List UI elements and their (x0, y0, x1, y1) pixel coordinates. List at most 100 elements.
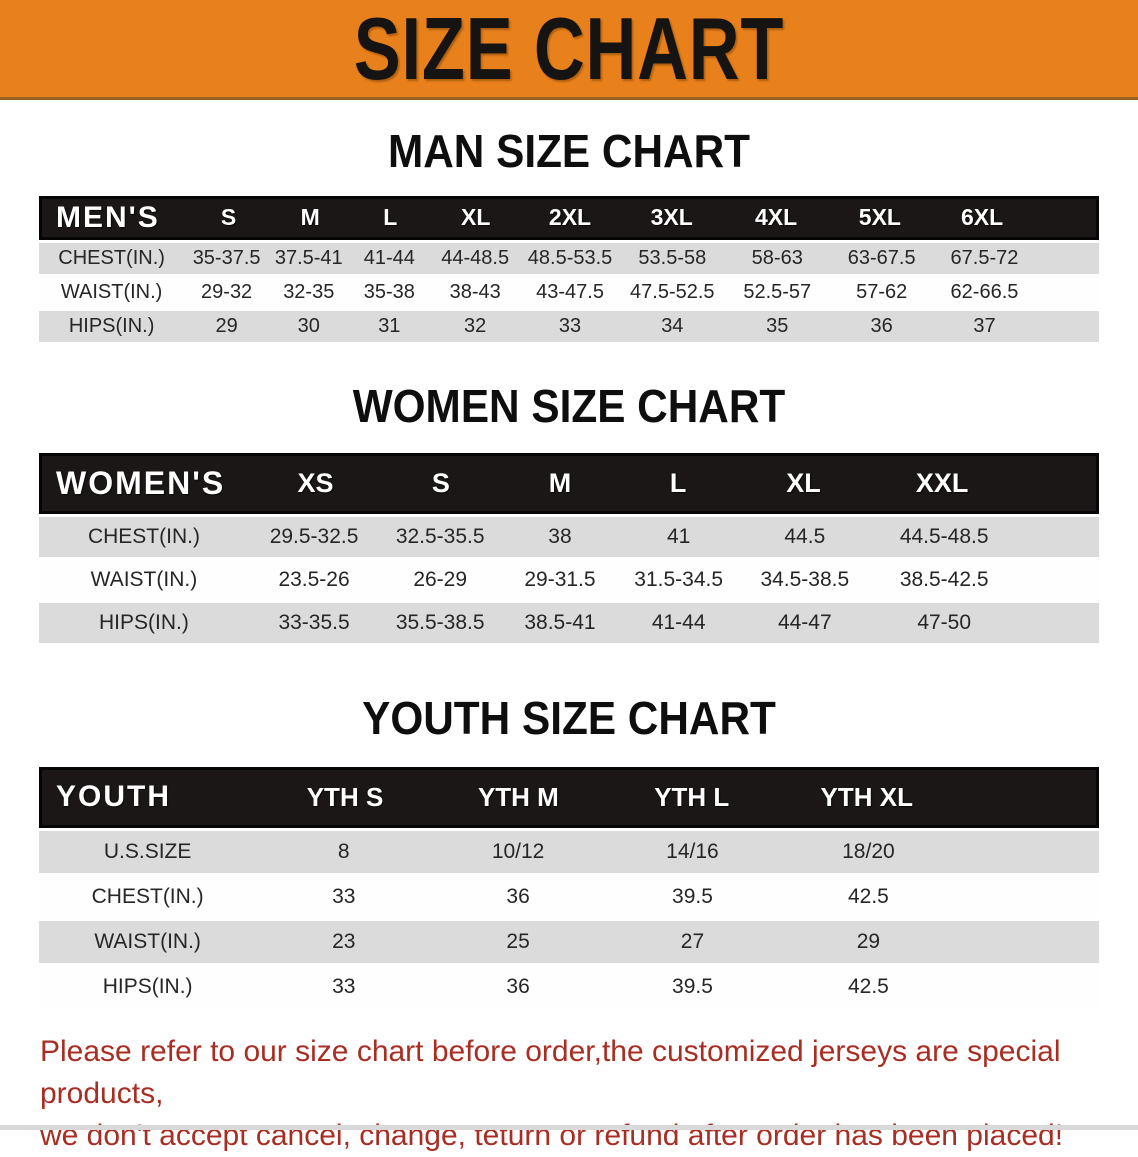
size-value-cell: 58-63 (751, 246, 803, 269)
size-value-cell: 31.5-34.5 (634, 568, 724, 592)
womens-size-table: WOMEN'S XS S M L XL XXL CHEST(IN.) 29.5-32.5 32.… (39, 453, 1099, 644)
mens-header-row: MEN'S S M L XL 2XL 3XL 4XL 5XL 6XL (39, 195, 1099, 240)
size-value-cell: 48.5-53.5 (527, 246, 613, 269)
size-value-cell: 29.5-32.5 (269, 525, 359, 549)
size-value-cell: 34.5-38.5 (760, 568, 850, 592)
size-column-header: 2XL (548, 204, 592, 231)
size-value-cell: 27 (680, 929, 705, 953)
size-column-header: 5XL (858, 204, 901, 231)
womens-waist-row: WAIST(IN.) 23.5-26 26-29 29-31.5 31.5-34.5 34… (39, 560, 1099, 601)
size-column-header: YTH L (654, 781, 730, 812)
size-value-cell: 36 (506, 974, 530, 998)
size-column-header: M (300, 204, 320, 231)
size-value-cell: 57-62 (856, 280, 908, 303)
size-column-header: S (220, 204, 237, 231)
size-value-cell: 38.5-42.5 (899, 568, 989, 592)
size-value-cell: 44.5 (784, 525, 826, 549)
youth-chest-row: CHEST(IN.) 33 36 39.5 42.5 (39, 875, 1099, 918)
size-value-cell: 38 (548, 525, 572, 549)
size-value-cell: 44.5-48.5 (899, 525, 989, 549)
table-corner-label: WOMEN'S (56, 465, 226, 502)
size-value-cell: 47.5-52.5 (630, 280, 715, 303)
size-value-cell: 35-37.5 (192, 246, 261, 269)
size-value-cell: 35-38 (363, 280, 415, 303)
mens-size-table: MEN'S S M L XL 2XL 3XL 4XL 5XL 6XL CHEST(IN.) 35-3… (39, 195, 1099, 342)
size-column-header: XL (786, 468, 821, 499)
size-value-cell: 26-29 (413, 568, 468, 592)
youth-section-title: YOUTH SIZE CHART (362, 692, 776, 745)
size-value-cell: 67.5-72 (950, 246, 1019, 269)
row-label: WAIST(IN.) (60, 280, 163, 303)
table-corner-label: MEN'S (56, 200, 160, 234)
row-label: WAIST(IN.) (94, 929, 201, 953)
size-value-cell: 63-67.5 (847, 246, 916, 269)
disclaimer-line-2: we don't accept cancel, change, teturn o… (40, 1118, 1064, 1152)
size-column-header: YTH S (306, 781, 384, 812)
size-value-cell: 32.5-35.5 (395, 525, 485, 549)
size-value-cell: 47-50 (917, 611, 972, 635)
size-column-header: L (383, 204, 398, 231)
size-column-header: M (548, 468, 572, 499)
row-label: CHEST(IN.) (91, 884, 204, 908)
size-column-header: 3XL (650, 204, 693, 231)
size-value-cell: 34 (661, 314, 684, 337)
size-value-cell: 29 (856, 929, 881, 953)
size-value-cell: 41-44 (651, 611, 706, 635)
size-value-cell: 37.5-41 (274, 246, 343, 269)
size-value-cell: 33 (332, 884, 356, 908)
mens-section: MAN SIZE CHART MEN'S S M L XL 2XL 3XL 4XL 5XL 6XL… (0, 125, 1138, 342)
size-value-cell: 30 (297, 314, 320, 337)
banner-title: SIZE CHART (353, 0, 785, 98)
youth-ussize-row: U.S.SIZE 8 10/12 14/16 18/20 (39, 830, 1099, 873)
size-value-cell: 41 (667, 525, 691, 549)
size-value-cell: 32 (464, 314, 487, 337)
size-value-cell: 25 (506, 929, 530, 953)
size-value-cell: 38-43 (449, 280, 501, 303)
size-value-cell: 18/20 (842, 839, 895, 863)
size-value-cell: 41-44 (363, 246, 415, 269)
size-chart-banner: SIZE CHART (0, 0, 1138, 100)
disclaimer-text: Please refer to our size chart before or… (40, 1031, 1102, 1157)
size-value-cell: 32-35 (283, 280, 335, 303)
size-value-cell: 62-66.5 (950, 280, 1019, 303)
size-value-cell: 52.5-57 (743, 280, 812, 303)
size-column-header: YTH M (477, 781, 559, 812)
size-column-header: XL (461, 204, 491, 231)
size-value-cell: 33 (558, 314, 582, 337)
size-value-cell: 36 (870, 314, 893, 337)
size-value-cell: 35 (766, 314, 789, 337)
size-column-header: L (669, 468, 687, 499)
youth-waist-row: WAIST(IN.) 23 25 27 29 (39, 920, 1099, 963)
size-value-cell: 42.5 (847, 974, 889, 998)
size-value-cell: 29 (215, 314, 238, 337)
size-value-cell: 43-47.5 (536, 280, 604, 303)
size-value-cell: 10/12 (491, 839, 545, 863)
mens-section-title: MAN SIZE CHART (387, 125, 751, 177)
size-value-cell: 36 (506, 884, 530, 908)
row-label: HIPS(IN.) (99, 611, 189, 635)
row-label: HIPS(IN.) (68, 314, 155, 337)
row-label: U.S.SIZE (103, 839, 192, 863)
size-column-header: 4XL (754, 204, 798, 231)
size-value-cell: 23.5-26 (278, 568, 350, 592)
size-value-cell: 29-32 (201, 280, 253, 303)
size-column-header: YTH XL (820, 781, 913, 812)
womens-hips-row: HIPS(IN.) 33-35.5 35.5-38.5 38.5-41 41-44 44-… (39, 603, 1099, 644)
size-value-cell: 23 (332, 929, 356, 953)
size-value-cell: 31 (378, 314, 401, 337)
size-value-cell: 53.5-58 (638, 246, 707, 269)
size-value-cell: 33 (332, 974, 356, 998)
row-label: CHEST(IN.) (87, 525, 200, 549)
size-column-header: 6XL (961, 204, 1004, 231)
row-label: WAIST(IN.) (90, 568, 198, 592)
row-label: CHEST(IN.) (58, 246, 165, 269)
youth-hips-row: HIPS(IN.) 33 36 39.5 42.5 (39, 965, 1099, 1008)
size-value-cell: 39.5 (672, 884, 713, 908)
size-value-cell: 29-31.5 (524, 568, 596, 592)
disclaimer-line-1: Please refer to our size chart before or… (40, 1034, 1061, 1110)
size-value-cell: 38.5-41 (524, 611, 596, 635)
table-corner-label: YOUTH (56, 780, 171, 814)
youth-section: YOUTH SIZE CHART YOUTH YTH S YTH M YTH L YTH… (0, 693, 1138, 1008)
size-value-cell: 33-35.5 (278, 611, 350, 635)
bottom-divider (0, 1125, 1138, 1130)
